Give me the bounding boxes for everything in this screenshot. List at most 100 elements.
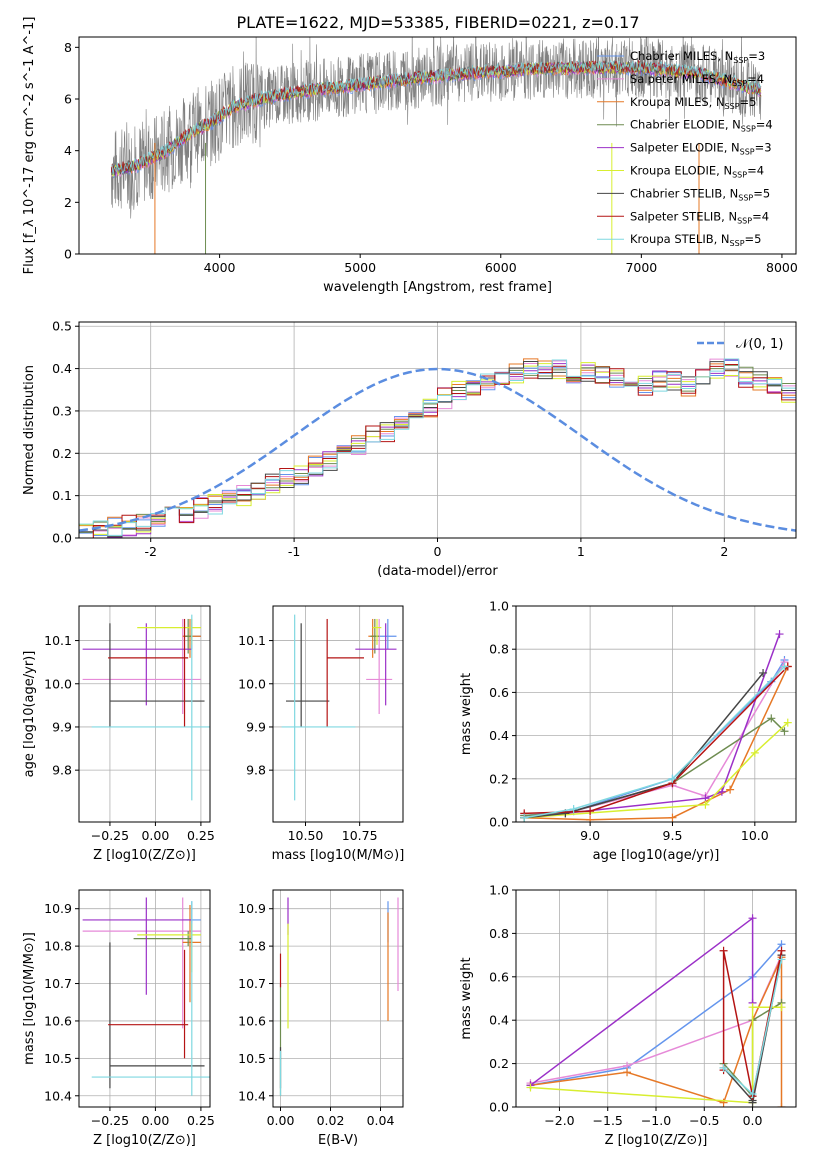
- series-marker: [668, 813, 677, 822]
- legend-label-text: Salpeter ELODIE, N: [630, 141, 740, 155]
- y-tick-label: 10.0: [238, 676, 266, 691]
- y-tick-label: 10.9: [44, 901, 72, 916]
- axes-frame: [78, 889, 211, 1108]
- model-spectrum-line: [110, 59, 762, 173]
- y-tick-label: 0.0: [489, 1100, 509, 1115]
- y-tick-label: 10.6: [44, 1013, 72, 1028]
- legend-label-text: Salpeter MILES, N: [630, 72, 732, 86]
- x-tick-label: -2: [144, 544, 156, 559]
- legend-label-eq: =4: [752, 209, 769, 223]
- panel-mass_vs_EBV: 0.00 0.02 0.04 10.4 10.5 10.6 10.7 10.8 10.9 E(B-…: [238, 889, 404, 1148]
- legend-label: Chabrier STELIB, NSSP=5: [630, 186, 770, 202]
- series-marker: [569, 805, 578, 814]
- y-tick-label: 0.6: [489, 685, 509, 700]
- x-axis-label: wavelength [Angstrom, rest frame]: [323, 280, 552, 295]
- normal-curve: [79, 367, 796, 532]
- series-marker: [668, 774, 677, 783]
- series-marker: [701, 800, 710, 809]
- x-axis-label: mass [log10(M/M⊙)]: [272, 848, 405, 863]
- y-tick-label: 10.6: [238, 1013, 266, 1028]
- y-tick-label: 0: [64, 247, 72, 262]
- x-tick-label: 0.25: [187, 828, 215, 843]
- legend-label: Chabrier ELODIE, NSSP=4: [630, 118, 773, 134]
- x-tick-label: −0.25: [91, 828, 129, 843]
- axes-frame: [272, 889, 404, 1108]
- y-axis-label: mass weight: [459, 957, 474, 1039]
- x-axis-label: age [log10(age/yr)]: [593, 848, 720, 863]
- series-marker: [783, 718, 792, 727]
- y-axis-label: Flux [f_λ 10^-17 erg cm^-2 s^-1 A^-1]: [22, 17, 37, 275]
- x-tick-label: 10.0: [741, 828, 769, 843]
- series-marker: [520, 813, 529, 822]
- y-tick-label: 10.1: [44, 633, 72, 648]
- legend-label: Kroupa ELODIE, NSSP=4: [630, 164, 764, 180]
- x-tick-label: 6000: [485, 260, 517, 275]
- x-tick-label: −1.0: [641, 1113, 671, 1128]
- x-tick-label: 8000: [766, 260, 798, 275]
- legend-label-sub: SSP: [733, 56, 748, 65]
- series-marker: [748, 1003, 757, 1012]
- x-tick-label: 0.02: [317, 1113, 345, 1128]
- axes-frame: [78, 36, 797, 255]
- plot-area: [279, 897, 399, 1096]
- y-tick-label: 10.4: [238, 1088, 266, 1103]
- y-tick-label: 10.8: [44, 939, 72, 954]
- series-marker: [748, 1089, 757, 1098]
- legend-label-eq: =3: [748, 49, 765, 63]
- y-tick-label: 0.6: [489, 969, 509, 984]
- series-marker: [719, 946, 728, 955]
- legend-label: Kroupa MILES, NSSP=5: [630, 95, 756, 111]
- x-tick-label: −1.5: [593, 1113, 623, 1128]
- series-line: [524, 665, 789, 815]
- series-line: [524, 659, 786, 817]
- y-tick-label: 0.4: [489, 1013, 509, 1028]
- series-marker: [586, 815, 595, 822]
- x-tick-label: −2.0: [544, 1113, 574, 1128]
- plot-area: [526, 914, 786, 1107]
- series-marker: [717, 787, 726, 796]
- panel-spectrum: 4000 5000 6000 7000 8000 0 2 4 6 8 wavelength [Ang…: [22, 17, 798, 295]
- axes-frame: [272, 605, 404, 823]
- legend-label-text: Chabrier ELODIE, N: [630, 118, 741, 132]
- y-tick-label: 0.3: [52, 403, 72, 418]
- series-marker: [586, 807, 595, 816]
- panel-mass_vs_Z: −0.25 0.00 0.25 10.4 10.5 10.6 10.7 10.8 10.9 Z […: [22, 889, 215, 1148]
- legend-label-eq: =5: [740, 95, 757, 109]
- y-tick-label: 1.0: [489, 883, 509, 898]
- x-axis-label: Z [log10(Z/Z⊙)]: [93, 848, 196, 863]
- y-axis-label: mass [log10(M/M⊙)]: [22, 932, 37, 1065]
- x-tick-label: -1: [288, 544, 300, 559]
- y-tick-label: 10.0: [44, 676, 72, 691]
- x-axis-label: Z [log10(Z/Z⊙)]: [605, 1133, 708, 1148]
- series-marker: [759, 668, 768, 677]
- legend-label-sub: SSP: [738, 193, 753, 202]
- y-tick-label: 0.2: [489, 1056, 509, 1071]
- legend-label-eq: =5: [745, 232, 762, 246]
- series-line: [530, 956, 783, 1107]
- legend-label-sub: SSP: [741, 125, 756, 134]
- legend-label: Kroupa STELIB, NSSP=5: [630, 232, 761, 248]
- y-tick-label: 0.0: [489, 815, 509, 830]
- legend-label-sub: SSP: [732, 79, 747, 88]
- series-line: [524, 661, 786, 817]
- y-tick-label: 0.2: [489, 771, 509, 786]
- y-axis-label: Normed distribution: [22, 365, 37, 495]
- legend-label-text: Chabrier MILES, N: [630, 49, 733, 63]
- x-tick-label: 0.00: [267, 1113, 295, 1128]
- legend-label-sub: SSP: [725, 102, 740, 111]
- panel-massweight_vs_Z: −2.0 −1.5 −1.0 −0.5 0.0 0.0 0.2 0.4 0.6 0.8 1.0 Z […: [459, 883, 797, 1148]
- x-tick-label: 1: [577, 544, 585, 559]
- series-marker: [748, 914, 757, 923]
- series-line: [524, 666, 789, 821]
- x-tick-label: 0.00: [141, 1113, 169, 1128]
- x-tick-label: 10.75: [342, 828, 378, 843]
- legend-label-sub: SSP: [737, 216, 752, 225]
- panel-age_vs_mass: 10.50 10.75 9.8 9.9 10.0 10.1 mass [log10(M/M⊙…: [238, 605, 405, 863]
- x-tick-label: 0.0: [743, 1113, 763, 1128]
- y-axis-label: age [log10(age/yr)]: [22, 651, 37, 778]
- y-tick-label: 0.4: [489, 728, 509, 743]
- histogram-step: [79, 358, 796, 538]
- series-marker: [780, 727, 789, 736]
- legend-label-eq: =4: [747, 164, 764, 178]
